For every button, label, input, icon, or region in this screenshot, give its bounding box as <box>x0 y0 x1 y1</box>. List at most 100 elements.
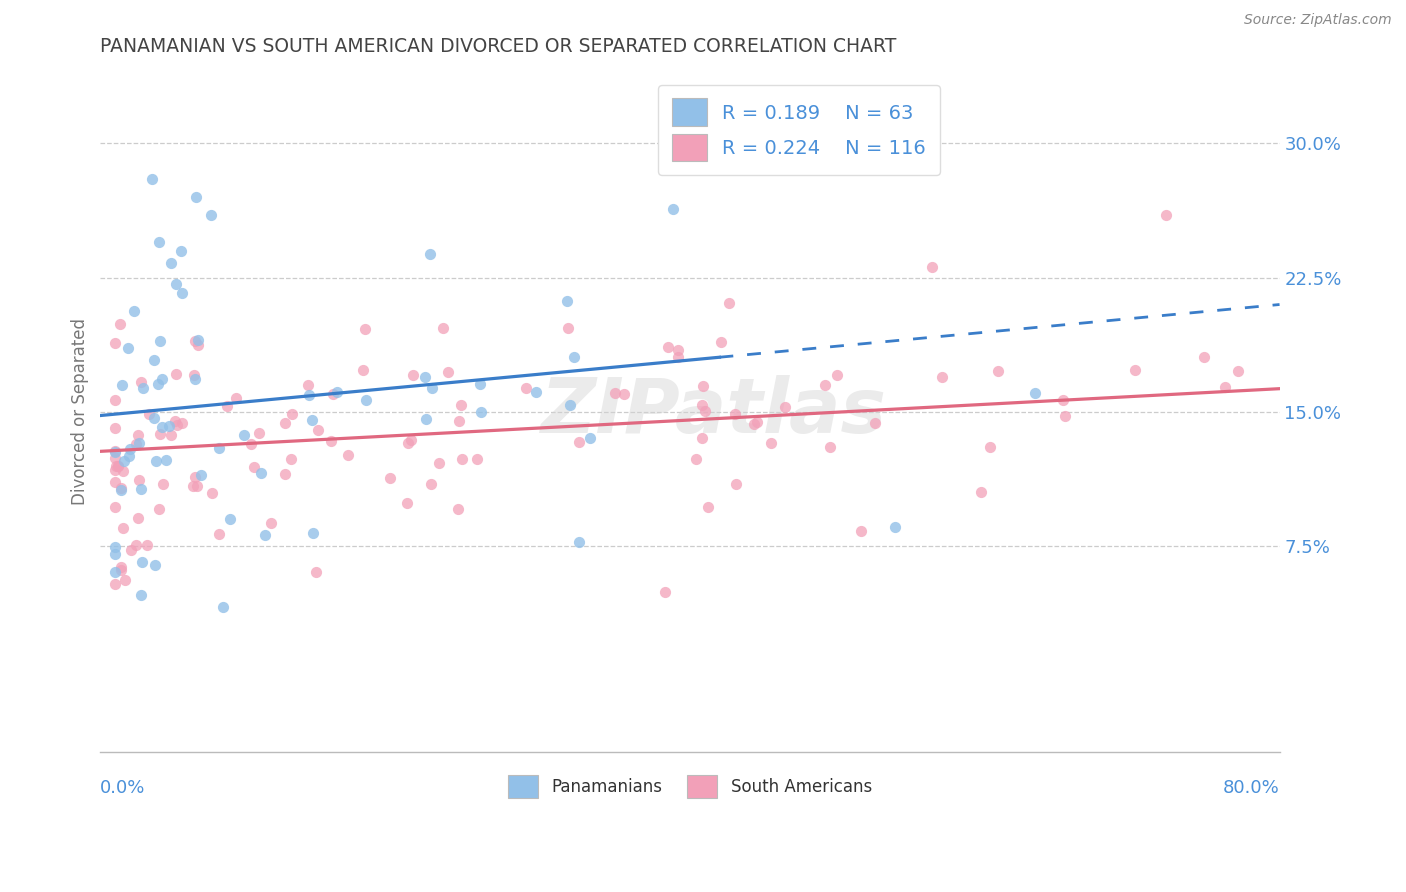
Point <box>557 321 579 335</box>
Point <box>883 520 905 534</box>
Point <box>125 437 148 451</box>
Point <box>186 479 208 493</box>
Point <box>118 449 141 463</box>
Point <box>212 600 235 615</box>
Point <box>149 426 172 441</box>
Point <box>129 588 152 602</box>
Point <box>352 363 374 377</box>
Point <box>420 477 443 491</box>
Point <box>562 350 585 364</box>
Point <box>661 202 683 216</box>
Point <box>149 334 172 348</box>
Point <box>437 365 460 379</box>
Point <box>148 502 170 516</box>
Point <box>1054 409 1077 423</box>
Point <box>568 434 591 449</box>
Point <box>396 436 419 450</box>
Point <box>104 547 127 561</box>
Point <box>654 585 676 599</box>
Point <box>742 417 765 431</box>
Point <box>243 460 266 475</box>
Point <box>450 451 472 466</box>
Point <box>104 475 127 489</box>
Point <box>129 483 152 497</box>
Point <box>142 410 165 425</box>
Point <box>302 526 325 541</box>
Point <box>710 334 733 349</box>
Text: PANAMANIAN VS SOUTH AMERICAN DIVORCED OR SEPARATED CORRELATION CHART: PANAMANIAN VS SOUTH AMERICAN DIVORCED OR… <box>100 37 897 56</box>
Point <box>187 333 209 347</box>
Point <box>605 385 627 400</box>
Point <box>555 294 578 309</box>
Text: Source: ZipAtlas.com: Source: ZipAtlas.com <box>1244 13 1392 28</box>
Point <box>931 370 953 384</box>
Point <box>125 538 148 552</box>
Point <box>165 277 187 291</box>
Point <box>865 416 887 430</box>
Point <box>128 473 150 487</box>
Point <box>104 421 127 435</box>
Point <box>110 560 132 574</box>
Point <box>201 486 224 500</box>
Point <box>187 338 209 352</box>
Point <box>724 407 747 421</box>
Point <box>657 341 679 355</box>
Point <box>200 208 222 222</box>
Point <box>399 433 422 447</box>
Point <box>420 381 443 395</box>
Point <box>326 385 349 400</box>
Point <box>666 343 689 358</box>
Point <box>146 377 169 392</box>
Point <box>208 526 231 541</box>
Point <box>568 535 591 549</box>
Point <box>305 565 328 579</box>
Point <box>297 378 319 392</box>
Point <box>1213 380 1236 394</box>
Point <box>112 521 135 535</box>
Point <box>108 317 131 331</box>
Point <box>759 435 782 450</box>
Point <box>378 471 401 485</box>
Point <box>107 459 129 474</box>
Point <box>104 393 127 408</box>
Point <box>114 573 136 587</box>
Point <box>825 368 848 382</box>
Point <box>415 411 437 425</box>
Point <box>717 296 740 310</box>
Point <box>745 416 768 430</box>
Point <box>1156 208 1178 222</box>
Point <box>432 321 454 335</box>
Point <box>127 427 149 442</box>
Point <box>337 448 360 462</box>
Point <box>253 528 276 542</box>
Point <box>1192 350 1215 364</box>
Point <box>112 454 135 468</box>
Point <box>524 384 547 399</box>
Point <box>157 419 180 434</box>
Point <box>159 256 181 270</box>
Point <box>692 398 714 412</box>
Point <box>184 470 207 484</box>
Point <box>170 285 193 300</box>
Point <box>129 376 152 390</box>
Point <box>449 414 471 428</box>
Point <box>970 485 993 500</box>
Point <box>921 260 943 275</box>
Point <box>1024 386 1046 401</box>
Point <box>274 467 297 482</box>
Point <box>280 407 302 421</box>
Point <box>217 399 239 413</box>
Point <box>1227 364 1250 378</box>
Point <box>131 555 153 569</box>
Point <box>225 391 247 405</box>
Point <box>170 244 193 258</box>
Point <box>132 381 155 395</box>
Point <box>141 172 163 186</box>
Point <box>247 426 270 441</box>
Point <box>165 368 187 382</box>
Point <box>419 246 441 260</box>
Point <box>307 423 329 437</box>
Point <box>142 353 165 368</box>
Point <box>111 464 134 478</box>
Point <box>280 451 302 466</box>
